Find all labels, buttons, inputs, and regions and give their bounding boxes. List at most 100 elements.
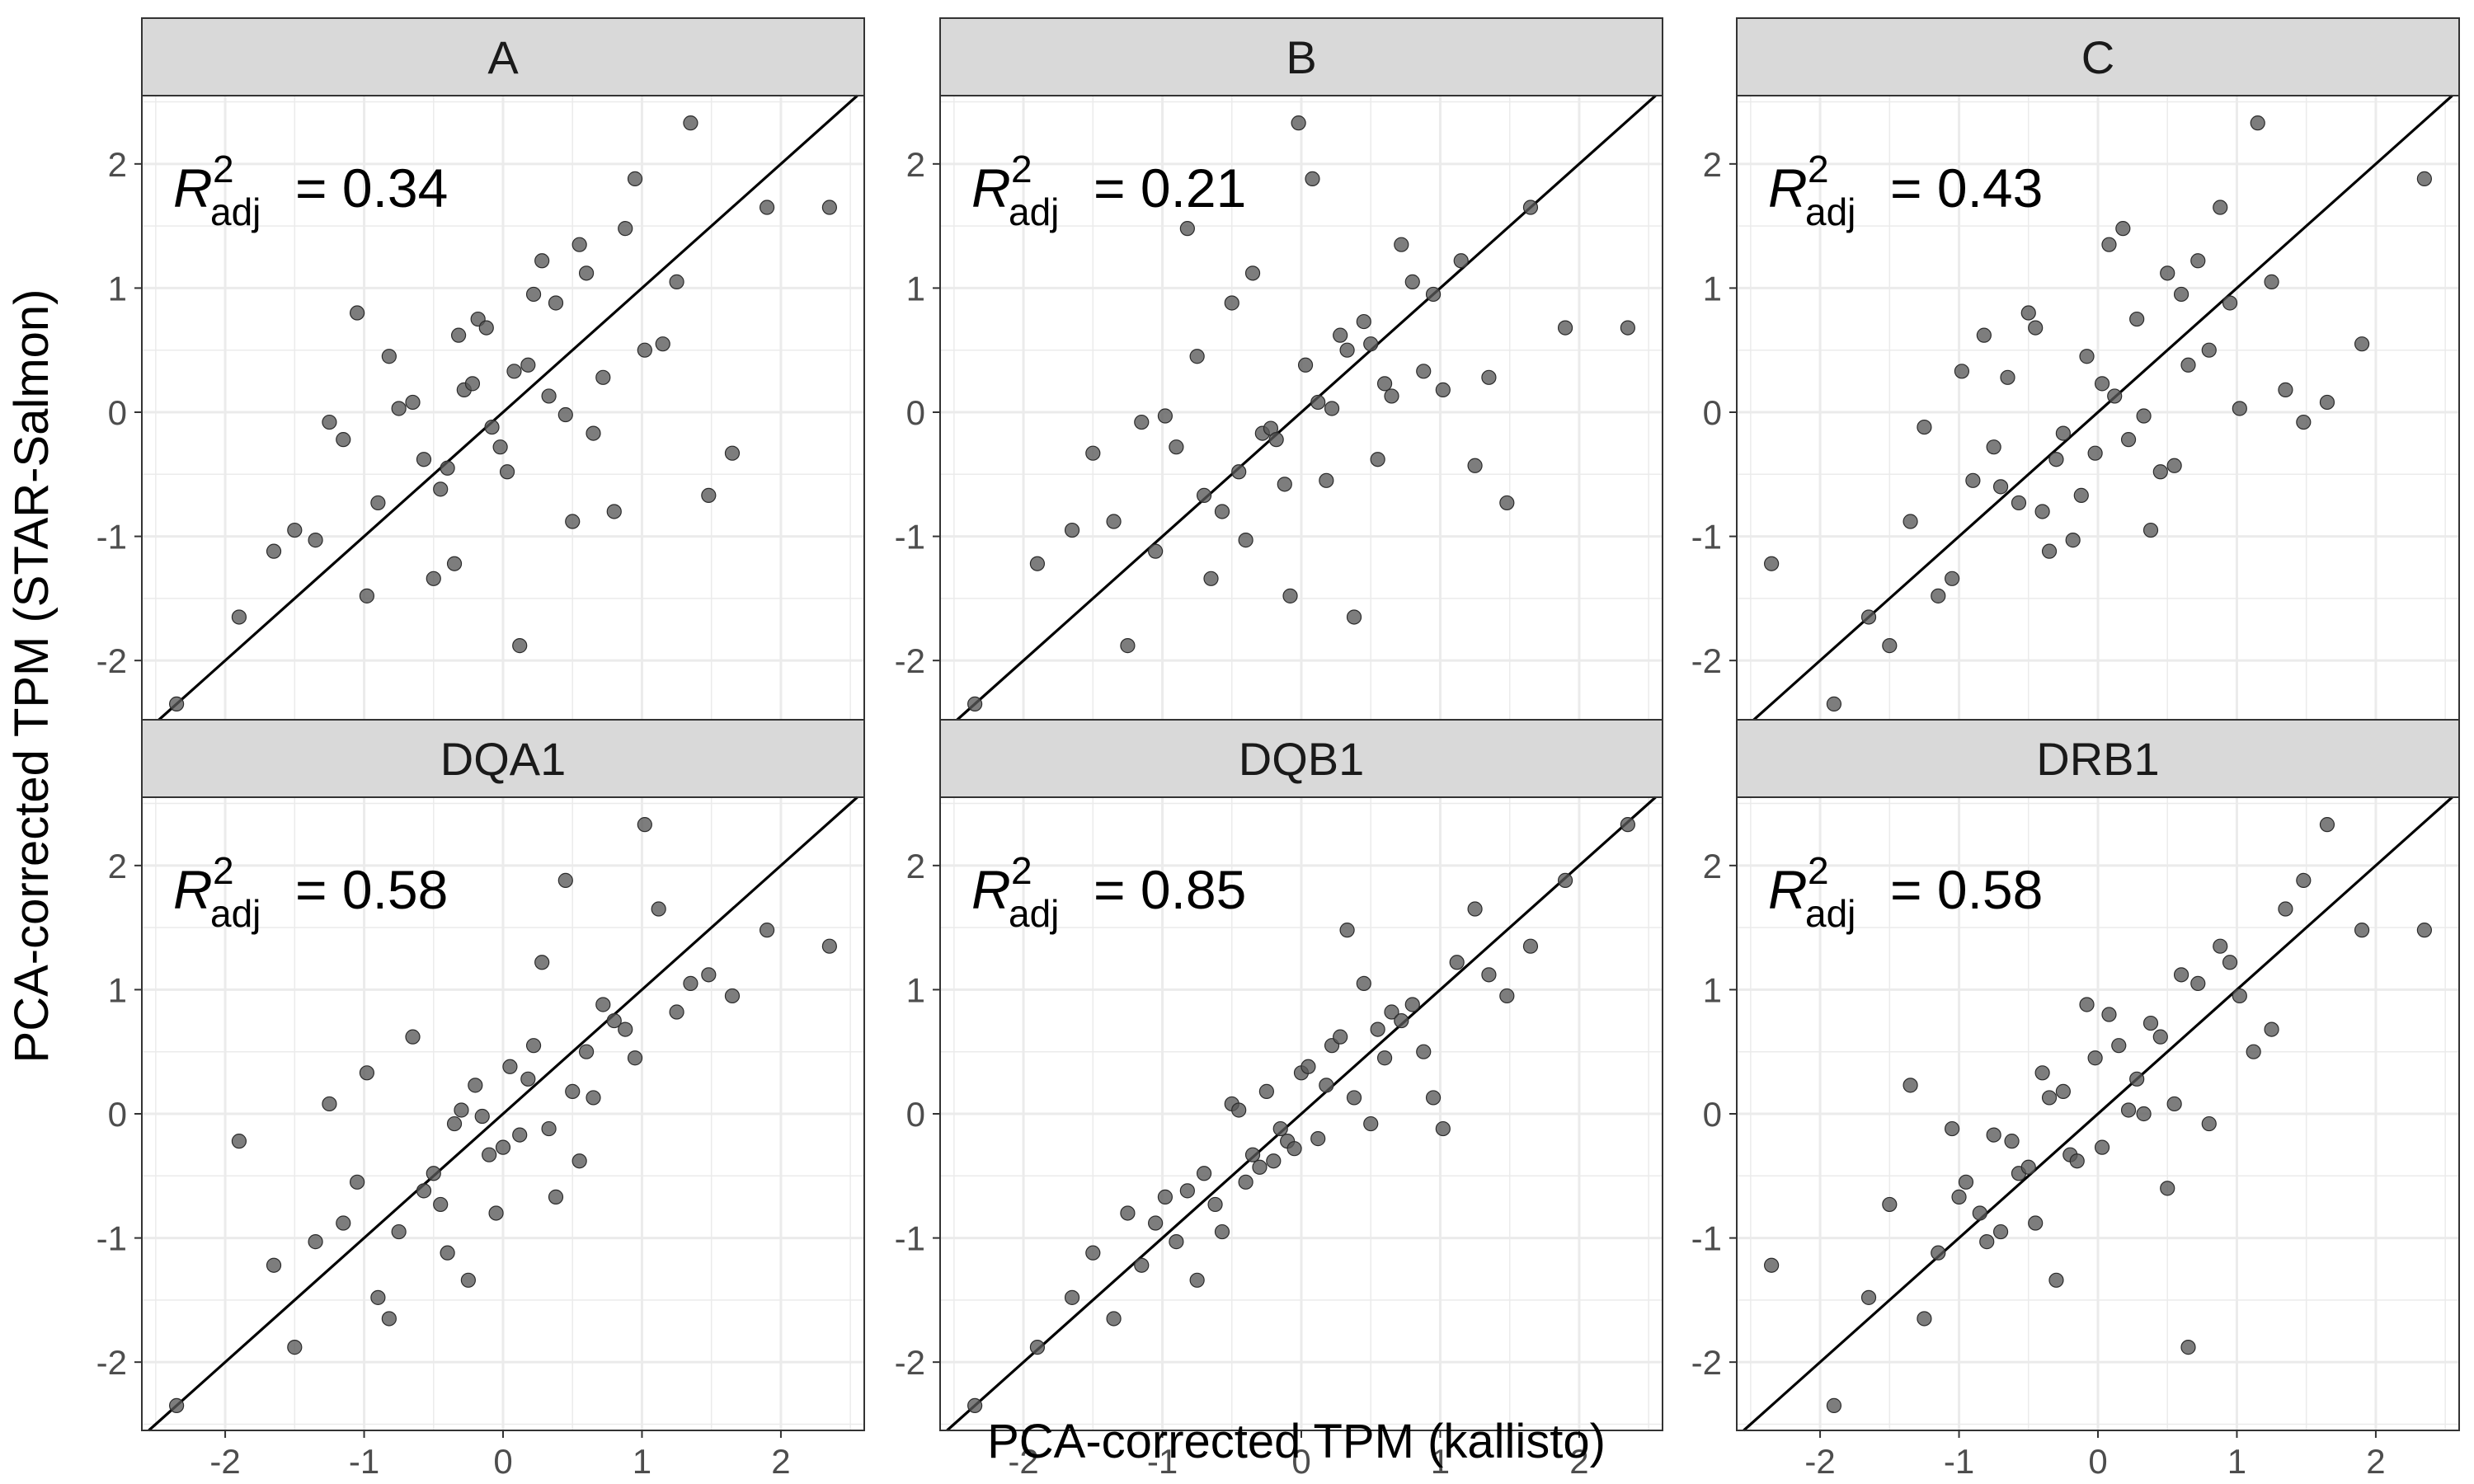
data-point — [2041, 1090, 2058, 1106]
data-point — [2107, 388, 2123, 404]
r2-superscript: 2 — [1011, 849, 1032, 892]
data-point — [2213, 938, 2228, 954]
data-point — [724, 445, 741, 461]
data-point — [2296, 872, 2312, 888]
y-tick-label: -1 — [895, 518, 925, 556]
data-point — [1333, 1029, 1348, 1045]
data-point — [520, 1071, 536, 1087]
data-point — [2120, 432, 2137, 448]
data-point — [541, 388, 557, 404]
data-point — [2079, 349, 2095, 364]
data-point — [512, 1127, 528, 1143]
grid-a — [142, 96, 864, 729]
data-point — [2048, 452, 2064, 467]
identity-line-dqa1 — [148, 796, 858, 1432]
data-point — [1945, 1120, 1960, 1137]
data-point — [1106, 514, 1122, 529]
data-point — [618, 221, 633, 237]
data-point — [2079, 997, 2095, 1012]
data-point — [2129, 1071, 2145, 1087]
y-tick-label: 0 — [1703, 1095, 1722, 1134]
data-point — [1376, 1050, 1393, 1066]
data-point — [1394, 1012, 1409, 1029]
data-point — [2246, 1044, 2261, 1059]
data-point — [2190, 253, 2206, 269]
data-point — [1764, 556, 1780, 571]
data-point — [1196, 1166, 1212, 1181]
data-point — [464, 376, 481, 392]
identity-line-c — [1743, 94, 2453, 730]
x-tick-label: 0 — [493, 1442, 512, 1481]
x-tick-label: -1 — [349, 1442, 379, 1481]
y-axis-title: PCA-corrected TPM (STAR-Salmon) — [5, 289, 59, 1064]
data-point — [1965, 472, 1981, 488]
r2-value: = 0.58 — [1890, 859, 2043, 920]
data-point — [1179, 221, 1195, 237]
data-point — [1979, 1234, 1995, 1250]
data-point — [2166, 1096, 2182, 1112]
points-dqb1 — [967, 817, 1635, 1413]
data-point — [231, 1134, 247, 1149]
data-point — [1903, 1078, 1918, 1093]
x-tick-label: 0 — [2088, 1442, 2107, 1481]
data-point — [1324, 401, 1340, 416]
data-point — [669, 274, 684, 289]
data-point — [618, 1021, 633, 1037]
data-point — [1238, 1174, 1253, 1190]
data-point — [1363, 1115, 1379, 1132]
data-point — [381, 349, 397, 364]
data-point — [651, 901, 666, 917]
r2-superscript: 2 — [213, 148, 234, 190]
data-point — [1992, 1223, 2009, 1240]
data-point — [683, 975, 698, 991]
data-point — [1189, 1272, 1205, 1288]
y-tick-label: 0 — [108, 393, 127, 432]
data-point — [1903, 514, 1918, 529]
data-point — [446, 556, 463, 571]
data-point — [2142, 522, 2159, 538]
data-point — [1064, 522, 1080, 538]
data-point — [2152, 1029, 2168, 1045]
data-point — [370, 495, 386, 511]
data-point — [1203, 571, 1219, 586]
identity-line-drb1 — [1743, 796, 2453, 1432]
r2-subscript: adj — [1009, 190, 1059, 233]
data-point — [571, 1153, 587, 1169]
data-point — [2087, 1050, 2103, 1066]
data-point — [1499, 988, 1515, 1004]
strip-drb1 — [1736, 719, 2460, 798]
data-point — [1319, 472, 1334, 488]
y-tick-label: -1 — [96, 1219, 127, 1258]
data-point — [759, 200, 775, 215]
data-point — [1453, 253, 1469, 269]
data-point — [1029, 1340, 1046, 1355]
data-point — [701, 967, 717, 983]
data-point — [1169, 439, 1184, 455]
r2-subscript: adj — [1805, 190, 1856, 233]
data-point — [2319, 817, 2335, 833]
data-point — [231, 609, 247, 625]
r2-subscript: adj — [1805, 892, 1856, 935]
data-point — [2020, 1159, 2036, 1175]
data-point — [426, 571, 441, 586]
x-tick-label: -1 — [1944, 1442, 1974, 1481]
data-point — [1826, 1397, 1842, 1413]
data-point — [1231, 464, 1247, 480]
x-tick-label: 2 — [771, 1442, 790, 1481]
data-point — [2201, 342, 2217, 358]
data-point — [1394, 237, 1409, 252]
data-point — [1951, 1189, 1967, 1205]
data-point — [1986, 439, 2001, 455]
data-point — [2111, 1038, 2127, 1054]
data-point — [2416, 171, 2432, 186]
data-point — [1860, 609, 1877, 625]
data-point — [1522, 200, 1539, 215]
data-point — [1370, 452, 1385, 467]
data-point — [520, 357, 536, 373]
data-point — [2055, 425, 2071, 441]
y-tick-label: 1 — [1703, 269, 1722, 308]
data-point — [1416, 364, 1432, 379]
x-tick-label: 1 — [2227, 1442, 2246, 1481]
